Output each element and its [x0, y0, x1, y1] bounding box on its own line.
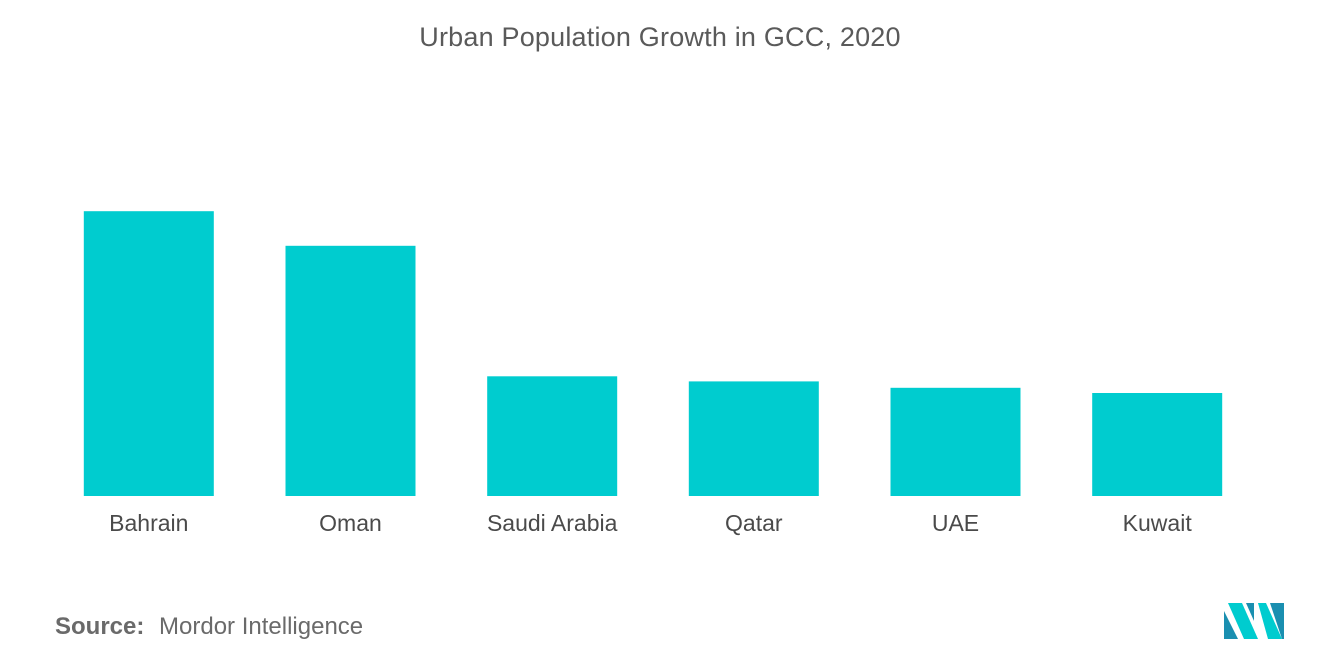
x-tick-label: Oman: [319, 510, 382, 536]
mordor-intelligence-logo-icon: [1224, 603, 1284, 639]
bar-uae: [890, 387, 1021, 496]
x-tick-label: Kuwait: [1123, 510, 1193, 536]
x-tick-label: UAE: [932, 510, 979, 536]
source-label: Source:: [55, 613, 145, 640]
source-text: Mordor Intelligence: [159, 613, 364, 640]
bar-bahrain: [83, 211, 214, 496]
source-note: Source: Mordor Intelligence: [55, 613, 363, 641]
bar-oman: [285, 245, 416, 496]
x-tick-label: Saudi Arabia: [487, 510, 618, 536]
chart-title: Urban Population Growth in GCC, 2020: [419, 22, 901, 52]
x-tick-label: Qatar: [725, 510, 783, 536]
bar-qatar: [688, 381, 819, 496]
bar-saudi-arabia: [487, 376, 618, 496]
bar-kuwait: [1092, 393, 1223, 496]
x-tick-label: Bahrain: [109, 510, 188, 536]
bar-chart: Bahrain Oman Saudi Arabia Qatar UAE Kuwait: [83, 211, 1223, 536]
